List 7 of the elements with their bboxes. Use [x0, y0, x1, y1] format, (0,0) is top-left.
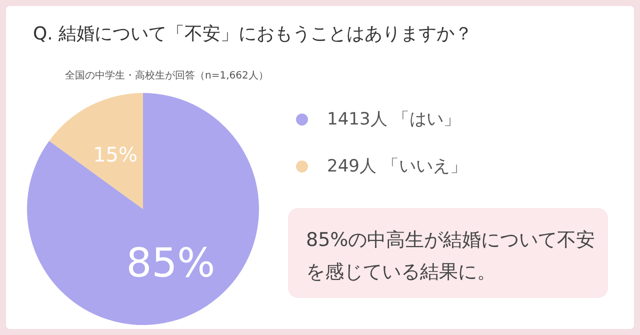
text: 85%の中高生が結婚について不安を感じている結果に。	[306, 229, 596, 283]
data-label: 85%	[126, 240, 216, 286]
chart-subtitle: 全国の中学生・高校生が回答（n=1,662人）	[65, 70, 268, 82]
legend-label: 249人 「いいえ」	[327, 156, 467, 176]
chart-title: Q. 結婚について「不安」におもうことはありますか？	[33, 24, 473, 44]
data-label: 15%	[93, 142, 138, 167]
legend-label: 1413人 「はい」	[327, 110, 461, 130]
